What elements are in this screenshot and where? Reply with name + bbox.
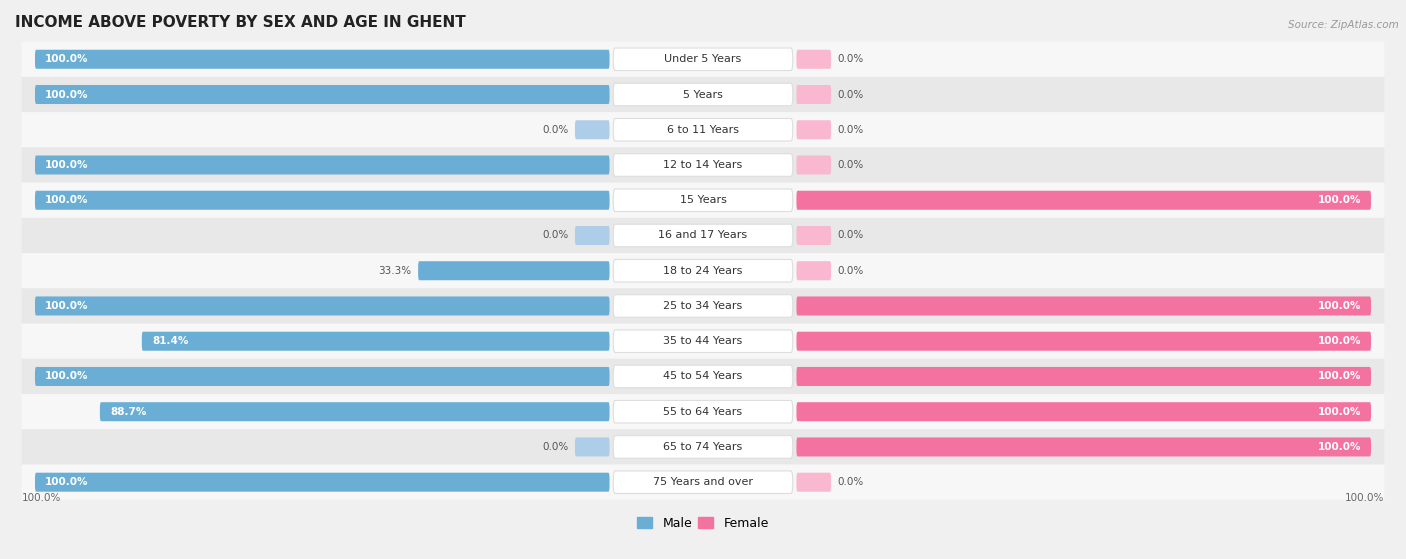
FancyBboxPatch shape bbox=[21, 41, 1385, 77]
FancyBboxPatch shape bbox=[21, 465, 1385, 500]
Text: 25 to 34 Years: 25 to 34 Years bbox=[664, 301, 742, 311]
Text: 65 to 74 Years: 65 to 74 Years bbox=[664, 442, 742, 452]
FancyBboxPatch shape bbox=[796, 50, 831, 69]
Text: 0.0%: 0.0% bbox=[838, 89, 863, 100]
FancyBboxPatch shape bbox=[796, 155, 831, 174]
FancyBboxPatch shape bbox=[21, 429, 1385, 465]
Text: 100.0%: 100.0% bbox=[21, 492, 60, 503]
FancyBboxPatch shape bbox=[575, 226, 610, 245]
Text: 100.0%: 100.0% bbox=[1317, 407, 1361, 416]
Text: 100.0%: 100.0% bbox=[1346, 492, 1385, 503]
Text: 35 to 44 Years: 35 to 44 Years bbox=[664, 336, 742, 346]
FancyBboxPatch shape bbox=[796, 473, 831, 492]
Text: 75 Years and over: 75 Years and over bbox=[652, 477, 754, 487]
Text: 0.0%: 0.0% bbox=[838, 54, 863, 64]
FancyBboxPatch shape bbox=[613, 330, 793, 353]
Text: 15 Years: 15 Years bbox=[679, 195, 727, 205]
Text: 100.0%: 100.0% bbox=[45, 477, 89, 487]
Text: 33.3%: 33.3% bbox=[378, 266, 412, 276]
FancyBboxPatch shape bbox=[35, 367, 610, 386]
FancyBboxPatch shape bbox=[613, 295, 793, 318]
FancyBboxPatch shape bbox=[35, 191, 610, 210]
FancyBboxPatch shape bbox=[575, 438, 610, 457]
FancyBboxPatch shape bbox=[21, 394, 1385, 429]
FancyBboxPatch shape bbox=[21, 112, 1385, 148]
FancyBboxPatch shape bbox=[613, 154, 793, 176]
Text: Source: ZipAtlas.com: Source: ZipAtlas.com bbox=[1288, 20, 1399, 30]
FancyBboxPatch shape bbox=[575, 120, 610, 139]
FancyBboxPatch shape bbox=[613, 471, 793, 494]
FancyBboxPatch shape bbox=[613, 48, 793, 70]
Text: 100.0%: 100.0% bbox=[1317, 195, 1361, 205]
Text: 100.0%: 100.0% bbox=[1317, 301, 1361, 311]
Text: 0.0%: 0.0% bbox=[543, 442, 568, 452]
FancyBboxPatch shape bbox=[35, 473, 610, 492]
FancyBboxPatch shape bbox=[142, 331, 610, 350]
Text: 0.0%: 0.0% bbox=[838, 230, 863, 240]
FancyBboxPatch shape bbox=[21, 359, 1385, 394]
FancyBboxPatch shape bbox=[35, 50, 610, 69]
FancyBboxPatch shape bbox=[21, 183, 1385, 218]
FancyBboxPatch shape bbox=[21, 218, 1385, 253]
FancyBboxPatch shape bbox=[21, 324, 1385, 359]
Text: 0.0%: 0.0% bbox=[838, 125, 863, 135]
Text: 45 to 54 Years: 45 to 54 Years bbox=[664, 372, 742, 381]
Text: 0.0%: 0.0% bbox=[838, 266, 863, 276]
FancyBboxPatch shape bbox=[100, 402, 610, 421]
FancyBboxPatch shape bbox=[21, 77, 1385, 112]
Text: 16 and 17 Years: 16 and 17 Years bbox=[658, 230, 748, 240]
FancyBboxPatch shape bbox=[796, 331, 1371, 350]
FancyBboxPatch shape bbox=[35, 85, 610, 104]
Text: 100.0%: 100.0% bbox=[1317, 336, 1361, 346]
Text: 100.0%: 100.0% bbox=[45, 195, 89, 205]
Text: 6 to 11 Years: 6 to 11 Years bbox=[666, 125, 740, 135]
FancyBboxPatch shape bbox=[35, 155, 610, 174]
Text: INCOME ABOVE POVERTY BY SEX AND AGE IN GHENT: INCOME ABOVE POVERTY BY SEX AND AGE IN G… bbox=[15, 15, 465, 30]
Text: 81.4%: 81.4% bbox=[152, 336, 188, 346]
FancyBboxPatch shape bbox=[796, 438, 1371, 457]
FancyBboxPatch shape bbox=[796, 120, 831, 139]
Text: 0.0%: 0.0% bbox=[543, 125, 568, 135]
FancyBboxPatch shape bbox=[21, 148, 1385, 183]
FancyBboxPatch shape bbox=[796, 402, 1371, 421]
FancyBboxPatch shape bbox=[796, 261, 831, 280]
Text: 100.0%: 100.0% bbox=[45, 54, 89, 64]
FancyBboxPatch shape bbox=[613, 259, 793, 282]
Text: 0.0%: 0.0% bbox=[838, 160, 863, 170]
Text: 0.0%: 0.0% bbox=[838, 477, 863, 487]
FancyBboxPatch shape bbox=[35, 296, 610, 315]
FancyBboxPatch shape bbox=[613, 365, 793, 388]
Text: 100.0%: 100.0% bbox=[45, 372, 89, 381]
FancyBboxPatch shape bbox=[796, 191, 1371, 210]
FancyBboxPatch shape bbox=[613, 224, 793, 247]
Text: 18 to 24 Years: 18 to 24 Years bbox=[664, 266, 742, 276]
Text: 12 to 14 Years: 12 to 14 Years bbox=[664, 160, 742, 170]
FancyBboxPatch shape bbox=[613, 400, 793, 423]
FancyBboxPatch shape bbox=[613, 435, 793, 458]
Text: 55 to 64 Years: 55 to 64 Years bbox=[664, 407, 742, 416]
Text: 100.0%: 100.0% bbox=[1317, 372, 1361, 381]
Legend: Male, Female: Male, Female bbox=[637, 517, 769, 530]
Text: Under 5 Years: Under 5 Years bbox=[665, 54, 741, 64]
FancyBboxPatch shape bbox=[796, 367, 1371, 386]
FancyBboxPatch shape bbox=[21, 253, 1385, 288]
FancyBboxPatch shape bbox=[613, 83, 793, 106]
Text: 0.0%: 0.0% bbox=[543, 230, 568, 240]
Text: 100.0%: 100.0% bbox=[45, 89, 89, 100]
Text: 100.0%: 100.0% bbox=[45, 160, 89, 170]
Text: 88.7%: 88.7% bbox=[110, 407, 146, 416]
FancyBboxPatch shape bbox=[418, 261, 610, 280]
FancyBboxPatch shape bbox=[613, 189, 793, 211]
FancyBboxPatch shape bbox=[21, 288, 1385, 324]
Text: 5 Years: 5 Years bbox=[683, 89, 723, 100]
Text: 100.0%: 100.0% bbox=[1317, 442, 1361, 452]
FancyBboxPatch shape bbox=[796, 85, 831, 104]
FancyBboxPatch shape bbox=[613, 119, 793, 141]
FancyBboxPatch shape bbox=[796, 226, 831, 245]
Text: 100.0%: 100.0% bbox=[45, 301, 89, 311]
FancyBboxPatch shape bbox=[796, 296, 1371, 315]
